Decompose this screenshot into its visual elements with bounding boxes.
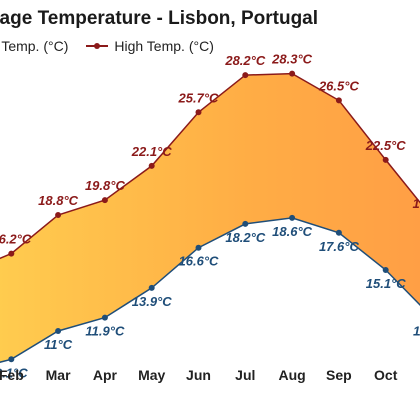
data-label-high: 22.1°C xyxy=(131,144,173,159)
x-tick-label: Jun xyxy=(186,367,211,383)
legend-swatch-high xyxy=(86,41,109,51)
data-point-high[interactable] xyxy=(382,156,389,163)
data-label-high: 22.5°C xyxy=(365,138,407,153)
data-label-low: 11.9°C xyxy=(413,324,420,339)
series-line-low xyxy=(0,217,420,363)
data-label-low: 16.6°C xyxy=(179,254,220,269)
data-point-low[interactable] xyxy=(8,356,15,363)
legend-item-high[interactable]: High Temp. (°C) xyxy=(86,38,214,54)
chart-title: Average Temperature - Lisbon, Portugal xyxy=(0,8,319,29)
data-label-high: 18.8°C xyxy=(38,193,79,208)
data-point-low[interactable] xyxy=(148,284,155,291)
data-label-high: 28.2°C xyxy=(224,53,266,68)
x-tick-label: Oct xyxy=(374,367,398,383)
data-point-high[interactable] xyxy=(101,197,108,204)
data-point-high[interactable] xyxy=(148,162,155,169)
x-tick-label: Feb xyxy=(0,367,24,383)
data-label-low: 17.6°C xyxy=(319,239,360,254)
data-label-low: 18.2°C xyxy=(225,230,266,245)
x-tick-label: May xyxy=(138,367,165,383)
temperature-band xyxy=(0,73,420,363)
data-label-high: 28.3°C xyxy=(271,52,313,67)
data-point-high[interactable] xyxy=(289,70,296,77)
data-label-low: 18.6°C xyxy=(272,224,313,239)
x-tick-label: Jul xyxy=(235,367,255,383)
data-point-high[interactable] xyxy=(335,97,342,104)
data-point-low[interactable] xyxy=(195,244,202,251)
data-label-low: 11°C xyxy=(44,337,73,352)
data-label-high: 25.7°C xyxy=(178,90,220,105)
data-label-high: 16.2°C xyxy=(0,232,32,247)
data-label-low: 9.1°C xyxy=(0,365,28,380)
legend-label-low: Low Temp. (°C) xyxy=(0,38,69,54)
x-tick-label: Apr xyxy=(93,367,118,383)
data-label-low: 13.9°C xyxy=(132,294,173,309)
data-point-high[interactable] xyxy=(242,72,249,79)
data-point-high[interactable] xyxy=(195,109,202,116)
data-label-low: 15.1°C xyxy=(366,276,407,291)
data-label-high: 19.8°C xyxy=(85,178,126,193)
legend-item-low[interactable]: Low Temp. (°C) xyxy=(0,38,68,54)
data-point-low[interactable] xyxy=(55,328,62,334)
data-point-low[interactable] xyxy=(382,267,389,273)
x-tick-label: Aug xyxy=(278,367,305,383)
legend-label-high: High Temp. (°C) xyxy=(114,38,214,54)
data-point-high[interactable] xyxy=(8,250,15,257)
legend: Low Temp. (°C) High Temp. (°C) xyxy=(0,38,214,54)
x-tick-label: Mar xyxy=(46,367,71,383)
x-tick-label: Sep xyxy=(326,367,352,383)
data-point-low[interactable] xyxy=(242,220,249,227)
data-point-low[interactable] xyxy=(289,214,296,221)
data-label-high: 18.6°C xyxy=(413,196,420,211)
data-point-low[interactable] xyxy=(335,229,342,236)
data-label-low: 11.9°C xyxy=(85,324,125,339)
data-point-high[interactable] xyxy=(55,212,62,218)
data-label-high: 26.5°C xyxy=(318,78,360,93)
series-line-high xyxy=(0,72,420,260)
data-point-low[interactable] xyxy=(101,314,108,321)
